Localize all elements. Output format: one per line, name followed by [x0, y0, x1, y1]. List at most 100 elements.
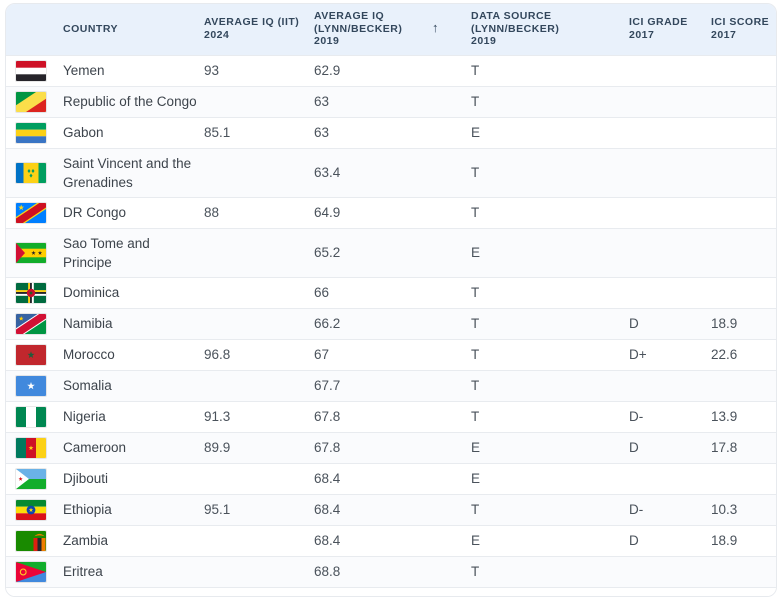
column-header-iq_lynn[interactable]: AVERAGE IQ (LYNN/BECKER) 2019 ↑	[314, 4, 471, 55]
table-row-morocco: Morocco 96.8 67 T D+ 22.6	[6, 339, 776, 370]
cell-iq_iit	[204, 148, 314, 197]
cell-iq_lynn: 67.8	[314, 409, 341, 424]
table-row-dr-congo: DR Congo 88 64.9 T	[6, 197, 776, 228]
table-row-zambia: Zambia 68.4 E D 18.9	[6, 525, 776, 556]
column-header-country[interactable]: COUNTRY	[63, 4, 204, 55]
cell-iq_iit: 85.1	[204, 125, 231, 140]
cell-ici_score	[711, 148, 776, 197]
flag-cell	[6, 401, 63, 432]
gabon-flag-icon	[15, 121, 47, 144]
cell-source: E	[471, 533, 481, 548]
sao-tome-and-principe-flag-icon	[15, 241, 47, 264]
column-header-iq_iit[interactable]: AVERAGE IQ (IIT) 2024	[204, 4, 314, 55]
column-header-ici_grade[interactable]: ICI GRADE 2017	[629, 4, 711, 55]
cell-iq_iit: 93	[204, 63, 220, 78]
cell-ici_score	[711, 117, 776, 148]
cell-ici_grade	[629, 556, 711, 587]
cell-ici_score: 18.9	[711, 533, 738, 548]
cell-source: T	[471, 347, 480, 362]
country-name-link[interactable]: Dominica	[63, 285, 120, 300]
table-row-somalia: Somalia 67.7 T	[6, 370, 776, 401]
country-name-link[interactable]: Ethiopia	[63, 502, 112, 517]
column-header-label: DATA SOURCE (LYNN/BECKER) 2019	[471, 10, 560, 47]
flag-cell	[6, 86, 63, 117]
flag-cell	[6, 494, 63, 525]
eritrea-flag-icon	[15, 560, 47, 583]
cell-source: T	[471, 63, 480, 78]
cell-source: T	[471, 316, 480, 331]
country-name-link[interactable]: Djibouti	[63, 471, 109, 486]
column-header-source[interactable]: DATA SOURCE (LYNN/BECKER) 2019	[471, 4, 629, 55]
column-header-label: COUNTRY	[63, 22, 119, 35]
cell-iq_iit	[204, 525, 314, 556]
cell-iq_iit	[204, 463, 314, 494]
morocco-flag-icon	[15, 343, 47, 366]
country-name-link[interactable]: Morocco	[63, 347, 115, 362]
partial-next-row	[6, 587, 776, 596]
republic-of-the-congo-flag-icon	[15, 90, 47, 113]
flag-cell	[6, 228, 63, 277]
country-name-link[interactable]: Zambia	[63, 533, 109, 548]
table-row-nigeria: Nigeria 91.3 67.8 T D- 13.9	[6, 401, 776, 432]
country-name-link[interactable]: DR Congo	[63, 205, 127, 220]
table-row-eritrea: Eritrea 68.8 T	[6, 556, 776, 587]
flag-cell	[6, 432, 63, 463]
cell-ici_score	[711, 370, 776, 401]
saint-vincent-and-the-grenadines-flag-icon	[15, 161, 47, 184]
cell-ici_score	[711, 556, 776, 587]
cell-source: T	[471, 502, 480, 517]
flag-cell	[6, 463, 63, 494]
country-name-link[interactable]: Republic of the Congo	[63, 94, 197, 109]
country-name-link[interactable]: Nigeria	[63, 409, 106, 424]
country-name-link[interactable]: Eritrea	[63, 564, 103, 579]
cell-iq_iit: 89.9	[204, 440, 231, 455]
country-name-link[interactable]: Sao Tome and Principe	[63, 235, 150, 270]
cell-ici_score	[711, 277, 776, 308]
country-name-link[interactable]: Cameroon	[63, 440, 127, 455]
column-header-flag	[6, 4, 63, 55]
cell-source: E	[471, 440, 481, 455]
cell-iq_iit	[204, 86, 314, 117]
cell-iq_lynn: 68.4	[314, 471, 341, 486]
cell-ici_score	[711, 228, 776, 277]
table-row-gabon: Gabon 85.1 63 E	[6, 117, 776, 148]
cell-ici_score	[711, 197, 776, 228]
yemen-flag-icon	[15, 59, 47, 82]
cell-iq_lynn: 62.9	[314, 63, 341, 78]
cell-iq_iit: 95.1	[204, 502, 231, 517]
country-name-link[interactable]: Namibia	[63, 316, 113, 331]
cell-source: E	[471, 125, 481, 140]
dr-congo-flag-icon	[15, 201, 47, 224]
cell-ici_grade: D	[629, 440, 639, 455]
cell-ici_grade	[629, 277, 711, 308]
flag-cell	[6, 308, 63, 339]
table-row-ethiopia: Ethiopia 95.1 68.4 T D- 10.3	[6, 494, 776, 525]
cell-ici_score: 13.9	[711, 409, 738, 424]
cell-iq_lynn: 63.4	[314, 165, 341, 180]
table-row-sao-tome-and-principe: Sao Tome and Principe 65.2 E	[6, 228, 776, 277]
partial-next-row-cell	[6, 587, 776, 596]
country-name-link[interactable]: Yemen	[63, 63, 105, 78]
country-name-link[interactable]: Gabon	[63, 125, 104, 140]
cell-source: T	[471, 285, 480, 300]
djibouti-flag-icon	[15, 467, 47, 490]
zambia-flag-icon	[15, 529, 47, 552]
sort-ascending-icon[interactable]: ↑	[432, 19, 439, 35]
cell-iq_iit	[204, 556, 314, 587]
cell-iq_iit: 96.8	[204, 347, 231, 362]
cell-ici_score: 10.3	[711, 502, 738, 517]
flag-cell	[6, 197, 63, 228]
flag-cell	[6, 117, 63, 148]
cell-iq_lynn: 63	[314, 94, 330, 109]
cell-ici_grade: D+	[629, 347, 647, 362]
column-header-ici_score[interactable]: ICI SCORE 2017	[711, 4, 776, 55]
cell-ici_score	[711, 463, 776, 494]
table-row-dominica: Dominica 66 T	[6, 277, 776, 308]
country-name-link[interactable]: Somalia	[63, 378, 112, 393]
nigeria-flag-icon	[15, 405, 47, 428]
country-name-link[interactable]: Saint Vincent and the Grenadines	[63, 155, 192, 190]
cell-iq_iit: 91.3	[204, 409, 231, 424]
cell-ici_grade: D-	[629, 502, 644, 517]
flag-cell	[6, 525, 63, 556]
header-row: COUNTRY AVERAGE IQ (IIT) 2024 AVERAGE IQ (…	[6, 4, 776, 55]
